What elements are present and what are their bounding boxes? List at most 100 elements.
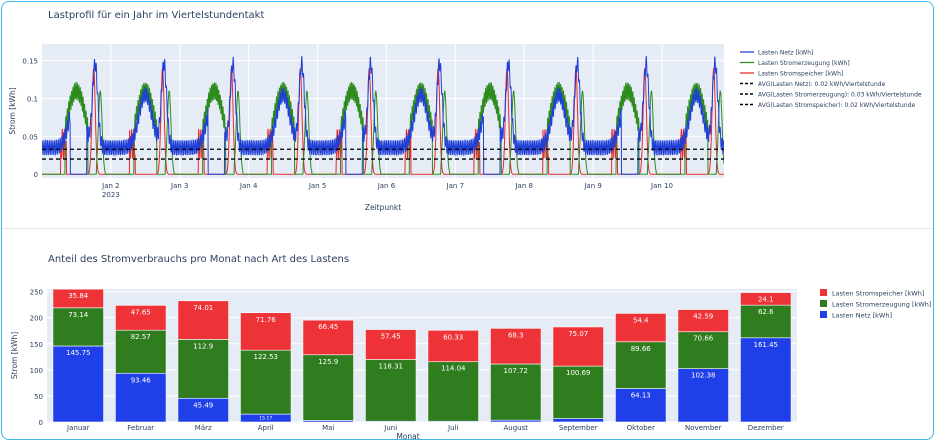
bar-value-label: 60.33 xyxy=(443,333,463,341)
bar-value-label: 114.04 xyxy=(441,365,466,373)
bar-value-label: 100.69 xyxy=(566,369,591,377)
x-tick-label: Oktober xyxy=(627,424,655,432)
y-tick-label: 200 xyxy=(30,315,43,323)
x-tick-label: August xyxy=(504,424,529,432)
bar-value-label: 68.3 xyxy=(508,331,524,339)
x-tick-label: Juli xyxy=(447,424,458,432)
bar-value-label: 107.72 xyxy=(504,367,529,375)
bar-value-label: 57.45 xyxy=(381,333,401,341)
x-tick-label: Jan 3 xyxy=(170,182,188,190)
bar-value-label: 118.31 xyxy=(379,363,404,371)
bar-segment xyxy=(615,388,667,423)
legend-swatch xyxy=(820,289,827,296)
bar-segment xyxy=(427,329,479,363)
legend-label: Lasten Stromspeicher [kWh] xyxy=(758,71,843,78)
x-tick-label: September xyxy=(559,424,598,432)
bar-value-label: 15.17 xyxy=(259,416,272,422)
y-tick-label: 0 xyxy=(34,171,38,179)
y-tick-label: 250 xyxy=(30,289,43,297)
y-tick-label: 0.05 xyxy=(22,133,38,141)
series-line-0 xyxy=(42,56,724,175)
bar-value-label: 42.59 xyxy=(693,313,713,321)
bar-value-label: 93.46 xyxy=(131,376,152,384)
x-tick-label: Februar xyxy=(127,424,154,432)
plot-area xyxy=(42,44,724,178)
bar-segment xyxy=(490,363,542,421)
bar-value-label: 161.45 xyxy=(754,341,779,349)
bar-value-label: 45.49 xyxy=(193,401,213,409)
bar-segment xyxy=(677,309,729,333)
section-divider xyxy=(2,228,933,229)
x-tick-label: Jan 8 xyxy=(514,182,532,190)
bar-value-label: 145.75 xyxy=(66,349,91,357)
legend-label: Lasten Stromerzeugung [kWh] xyxy=(832,301,931,309)
bar-segment xyxy=(677,331,729,369)
series-line-1 xyxy=(42,81,724,175)
bar-value-label: 122.53 xyxy=(254,353,279,361)
bar-value-label: 64.13 xyxy=(631,392,651,400)
bar-value-label: 66.45 xyxy=(318,323,338,331)
bar-segment xyxy=(177,300,229,340)
bar-value-label: 47.65 xyxy=(131,308,151,316)
bar-segment xyxy=(302,319,354,356)
y-tick-label: 0 xyxy=(39,419,43,427)
bar-value-label: 73.14 xyxy=(68,311,89,319)
y-tick-label: 100 xyxy=(30,367,43,375)
legend-label: AVG(Lasten Stromspeicher): 0.02 kWh/Vier… xyxy=(758,102,915,109)
bar-value-label: 35.84 xyxy=(68,292,89,300)
bar-segment xyxy=(177,339,229,399)
y-tick-label: 0.15 xyxy=(22,58,38,66)
bar-value-label: 24.1 xyxy=(758,296,774,304)
x-axis-title: Zeitpunkt xyxy=(365,203,401,212)
bar-segment xyxy=(740,337,792,423)
bar-segment xyxy=(240,349,292,415)
bar-segment xyxy=(740,292,792,306)
x-tick-label: Jan 7 xyxy=(446,182,464,190)
x-tick-label: April xyxy=(258,424,274,432)
x-tick-label: Januar xyxy=(66,424,90,432)
bar-value-label: 62.6 xyxy=(758,308,774,316)
legend-label: Lasten Stromspeicher [kWh] xyxy=(832,290,924,298)
x-tick-label: März xyxy=(195,424,212,432)
y-tick-label: 50 xyxy=(34,393,43,401)
bar-segment xyxy=(365,359,417,422)
bar-value-label: 125.9 xyxy=(318,358,338,366)
bar-segment xyxy=(115,305,167,331)
plot-area xyxy=(47,289,797,422)
y-axis-title: Strom [kWh] xyxy=(8,87,17,134)
x-tick-label-year: 2023 xyxy=(102,191,120,199)
legend-swatch xyxy=(820,311,827,318)
x-tick-label: Jan 4 xyxy=(239,182,258,190)
y-tick-label: 0.1 xyxy=(27,96,38,104)
x-tick-label: Jan 6 xyxy=(377,182,396,190)
bar-value-label: 54.4 xyxy=(633,316,649,324)
x-tick-label: Dezember xyxy=(748,424,784,432)
bar-segment xyxy=(52,345,104,423)
y-tick-label: 150 xyxy=(30,341,43,349)
legend-label: Lasten Stromerzeugung [kWh] xyxy=(758,60,850,67)
line-chart-title: Lastprofil für ein Jahr im Viertelstunde… xyxy=(48,10,264,21)
x-tick-label: November xyxy=(685,424,722,432)
x-tick-label: Jan 2 xyxy=(101,182,119,190)
line-chart: Lastprofil für ein Jahr im Viertelstunde… xyxy=(8,10,922,212)
bar-value-label: 82.57 xyxy=(131,333,151,341)
legend-label: Lasten Netz [kWh] xyxy=(832,312,892,320)
bar-value-label: 70.66 xyxy=(693,335,714,343)
bar-segment xyxy=(552,326,604,367)
x-tick-label: Jan 9 xyxy=(583,182,601,190)
y-axis-title: Strom [kWh] xyxy=(10,332,19,379)
stacked-bar-chart: Anteil des Stromverbrauchs pro Monat nac… xyxy=(10,254,931,440)
bar-segment xyxy=(52,307,104,347)
x-tick-label: Jan 5 xyxy=(308,182,326,190)
bar-segment xyxy=(240,312,292,351)
x-axis-title: Monat xyxy=(396,432,419,440)
bar-value-label: 102.38 xyxy=(691,372,716,380)
bar-segment xyxy=(490,328,542,365)
bar-segment xyxy=(365,329,417,360)
bar-segment xyxy=(427,361,479,422)
bar-value-label: 71.76 xyxy=(256,316,277,324)
bar-value-label: 89.66 xyxy=(631,345,652,353)
bar-segment xyxy=(615,341,667,389)
bar-segment xyxy=(552,418,604,423)
